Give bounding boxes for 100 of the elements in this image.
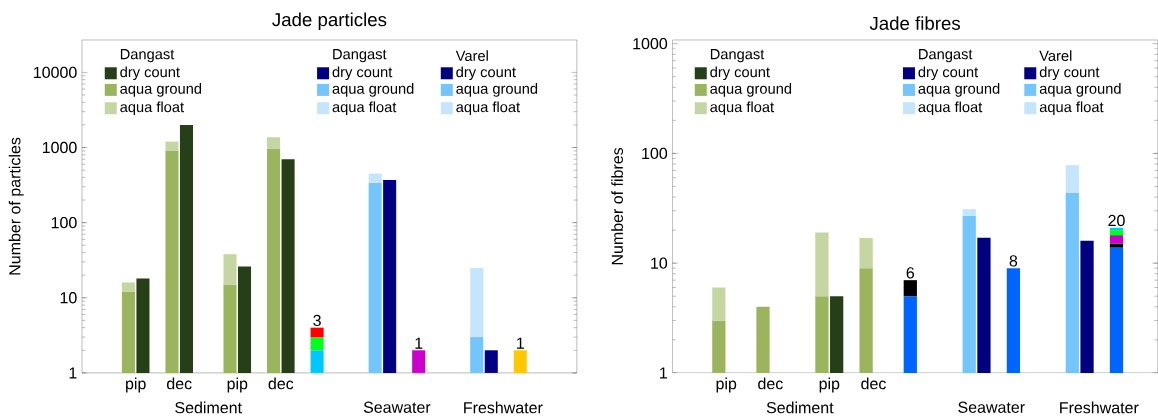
x-tick-label: pip [126,377,146,393]
y-axis-title: Number of particles [8,137,24,275]
bar [962,209,976,216]
legend-label: aqua float [456,101,520,116]
x-tick-label: pip [716,377,737,393]
bar [859,237,873,269]
legend-label: aqua ground [918,83,1000,97]
bar [859,268,873,373]
y-tick-label: 10 [60,292,77,304]
annotation: Varel [1039,50,1072,62]
bar [136,278,150,373]
legend-label: dry count [456,66,516,81]
bar [756,306,770,373]
bar [310,350,324,373]
bar [962,215,976,373]
legend-label: aqua float [332,101,397,116]
annotation: Dangast [710,49,765,63]
bar [267,137,281,149]
x-tick-label: dec [758,377,783,390]
bar [310,337,324,351]
legend-label: aqua ground [120,83,202,97]
bar [121,282,135,292]
bar [712,320,726,373]
bar [121,291,135,373]
bar [368,182,382,373]
bar [238,266,252,373]
y-tick-label: 1 [69,367,77,379]
total-label: 3 [313,314,321,327]
chart-title: Jade fibres [869,16,961,30]
text: Sediment [766,401,834,414]
bar [977,237,991,373]
legend-label: aqua ground [456,83,538,97]
bar [1065,192,1079,373]
legend-label: aqua ground [332,83,414,97]
y-axis-title: Number of fibres [611,147,623,265]
legend-label: aqua float [1039,101,1104,116]
bar [412,350,426,373]
legend-label: aqua float [120,101,184,116]
bar [1109,230,1124,236]
bar [223,254,237,285]
bar [223,284,237,373]
y-tick-label: 1000 [633,38,668,50]
legend-label: dry count [120,66,180,81]
bar [815,232,829,297]
text: Freshwater [1060,401,1139,414]
annotation: Varel [455,50,488,62]
y-tick-label: 10 [651,257,668,269]
bar [513,350,527,373]
chart-title: Jade particles [272,12,387,30]
legend-label: aqua ground [1039,83,1121,97]
legend-label: dry count [1039,66,1100,81]
bar [1080,240,1094,373]
annotation: Dangast [120,49,175,63]
y-tick-label: 1 [660,367,667,379]
x-tick-label: dec [167,377,192,390]
annotation: Dangast [333,49,387,63]
bar [368,173,382,183]
y-tick-label: 1000 [42,141,77,154]
bar [815,296,829,373]
bar [165,141,179,151]
y-tick-label: 10000 [34,66,77,79]
total-label: 8 [1009,255,1018,267]
bar [470,267,484,338]
total-label: 20 [1108,214,1125,227]
legend-label: dry count [918,66,979,81]
total-label: 1 [415,337,423,349]
bar [903,280,917,297]
bar [484,350,498,373]
annotation: Dangast [919,49,973,63]
bar [1109,247,1124,373]
total-label: 1 [517,337,524,349]
x-tick-label: pip [227,377,248,393]
legend-label: dry count [332,66,393,81]
y-tick-label: 100 [51,217,77,229]
x-tick-label: dec [268,377,294,390]
bar [310,327,324,338]
legend-label: dry count [710,66,770,81]
total-label: 6 [906,267,915,279]
legend-label: aqua float [918,101,983,116]
bar [1109,235,1124,244]
bar [383,180,397,373]
bar [267,148,281,373]
text: Sediment [175,401,242,414]
text: Seawater [958,401,1025,413]
bar [1006,268,1021,373]
legend-label: aqua float [710,101,774,116]
legend-label: aqua ground [710,83,792,97]
x-tick-label: dec [861,377,886,390]
bar [903,296,917,373]
bar [470,337,484,373]
bar [1065,165,1079,193]
bar [179,124,194,373]
bar [712,287,726,321]
text: Seawater [363,401,431,413]
y-tick-label: 100 [642,147,668,160]
x-tick-label: pip [819,377,840,393]
bar [165,151,179,373]
bar [830,296,844,373]
text: Freshwater [464,401,543,414]
bar [281,159,295,373]
